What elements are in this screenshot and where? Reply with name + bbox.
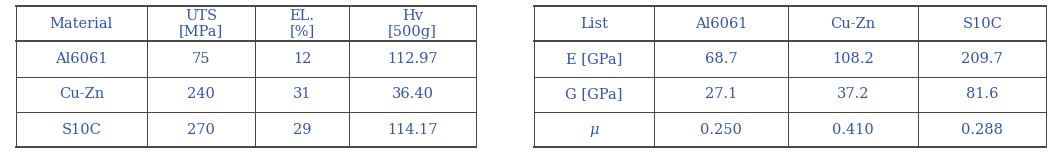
Text: 12: 12 bbox=[293, 52, 311, 66]
Text: 81.6: 81.6 bbox=[966, 87, 999, 101]
Text: 68.7: 68.7 bbox=[705, 52, 737, 66]
Text: 0.410: 0.410 bbox=[832, 123, 874, 137]
Text: μ: μ bbox=[589, 123, 598, 137]
Text: 270: 270 bbox=[187, 123, 215, 137]
Text: Hv
[500g]: Hv [500g] bbox=[388, 9, 437, 39]
Text: List: List bbox=[580, 17, 608, 31]
Text: Al6061: Al6061 bbox=[694, 17, 747, 31]
Text: 0.288: 0.288 bbox=[962, 123, 1003, 137]
Text: Cu-Zn: Cu-Zn bbox=[59, 87, 104, 101]
Text: 36.40: 36.40 bbox=[391, 87, 433, 101]
Text: 114.17: 114.17 bbox=[387, 123, 438, 137]
Text: UTS
[MPa]: UTS [MPa] bbox=[179, 9, 223, 39]
Text: EL.
[%]: EL. [%] bbox=[290, 9, 315, 39]
Text: 112.97: 112.97 bbox=[387, 52, 438, 66]
Text: Al6061: Al6061 bbox=[55, 52, 108, 66]
Text: E [GPa]: E [GPa] bbox=[565, 52, 623, 66]
Text: 108.2: 108.2 bbox=[832, 52, 874, 66]
Text: Material: Material bbox=[50, 17, 113, 31]
Text: 0.250: 0.250 bbox=[700, 123, 742, 137]
Text: 29: 29 bbox=[293, 123, 312, 137]
Text: S10C: S10C bbox=[963, 17, 1002, 31]
Text: 27.1: 27.1 bbox=[705, 87, 737, 101]
Text: Cu-Zn: Cu-Zn bbox=[831, 17, 875, 31]
Text: 37.2: 37.2 bbox=[837, 87, 869, 101]
Text: 31: 31 bbox=[293, 87, 312, 101]
Text: 209.7: 209.7 bbox=[962, 52, 1003, 66]
Text: G [GPa]: G [GPa] bbox=[565, 87, 623, 101]
Text: 75: 75 bbox=[191, 52, 210, 66]
Text: S10C: S10C bbox=[61, 123, 101, 137]
Text: 240: 240 bbox=[187, 87, 215, 101]
